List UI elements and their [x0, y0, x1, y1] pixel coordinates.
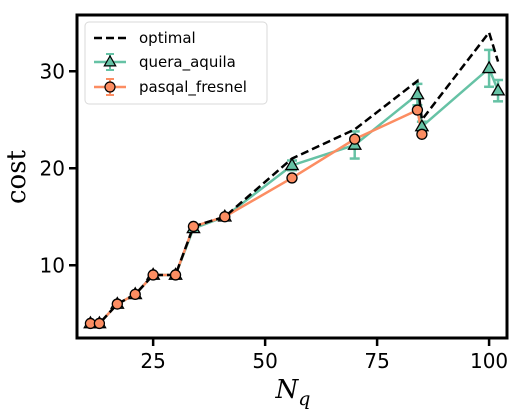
- data-point-pasqal-fresnel: [411, 104, 424, 116]
- data-point-pasqal-fresnel: [349, 133, 361, 145]
- legend-label: pasqal_fresnel: [139, 78, 247, 97]
- data-point-pasqal-fresnel: [187, 220, 200, 233]
- data-point-quera-aquila: [481, 60, 497, 74]
- x-tick-label: 100: [470, 349, 508, 373]
- x-tick-label: 50: [252, 349, 277, 373]
- x-tick-label: 75: [364, 349, 389, 373]
- data-point-pasqal-fresnel: [286, 172, 298, 184]
- legend: optimal quera_aquila pasqal_fresnel: [84, 21, 268, 105]
- data-point-pasqal-fresnel: [219, 211, 231, 223]
- data-point-pasqal-fresnel: [129, 288, 141, 301]
- legend-marker-circle: [104, 81, 116, 93]
- legend-marker-triangle: [103, 54, 117, 67]
- plot-frame: [75, 13, 509, 340]
- series-line-pasqal-fresnel: [90, 108, 424, 325]
- y-tick-label: 20: [40, 156, 65, 180]
- y-axis-label: cost: [2, 149, 32, 204]
- plot-area: [83, 29, 506, 330]
- legend-box: [84, 21, 268, 105]
- x-axis-label: Nq: [275, 375, 311, 410]
- y-tick-label: 10: [40, 253, 65, 277]
- data-point-pasqal-fresnel: [169, 269, 182, 281]
- series-line-quera-aquila: [90, 66, 500, 325]
- data-point-pasqal-fresnel: [93, 317, 106, 330]
- data-point-pasqal-fresnel: [416, 128, 428, 140]
- data-point-quera-aquila: [410, 86, 425, 100]
- axes: 25 50 75 100 10 20 30: [40, 13, 509, 373]
- data-point-quera-aquila: [284, 157, 300, 171]
- data-point-pasqal-fresnel: [147, 269, 159, 281]
- y-tick-label: 30: [40, 59, 65, 83]
- legend-label: quera_aquila: [139, 53, 236, 72]
- data-point-quera-aquila: [490, 82, 506, 96]
- legend-label: optimal: [139, 29, 196, 47]
- data-point-pasqal-fresnel: [111, 298, 123, 310]
- x-tick-label: 25: [140, 349, 165, 373]
